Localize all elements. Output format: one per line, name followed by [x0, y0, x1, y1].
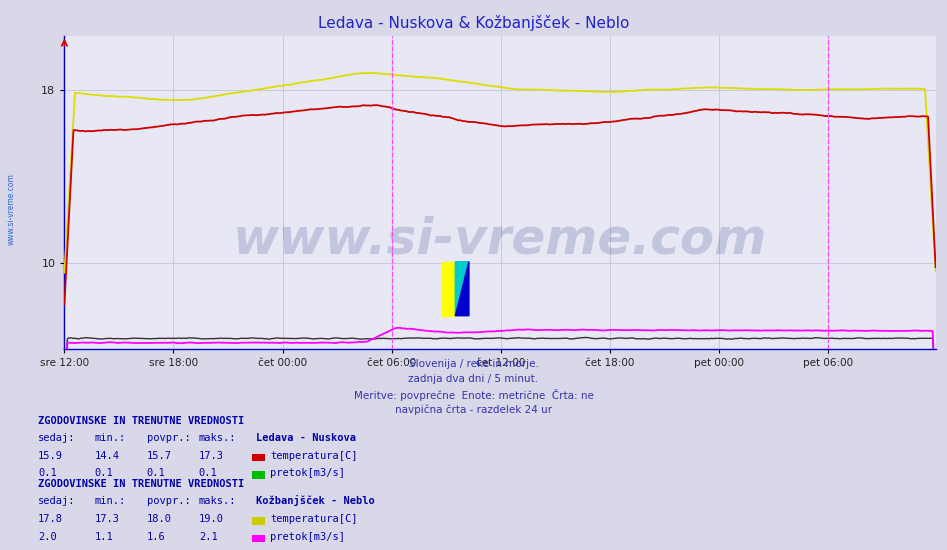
Text: 0.1: 0.1 — [38, 468, 57, 478]
Text: Kožbanjšček - Neblo: Kožbanjšček - Neblo — [256, 496, 374, 507]
Text: 15.9: 15.9 — [38, 450, 63, 461]
Text: 0.1: 0.1 — [199, 468, 218, 478]
Text: ZGODOVINSKE IN TRENUTNE VREDNOSTI: ZGODOVINSKE IN TRENUTNE VREDNOSTI — [38, 415, 244, 426]
Text: maks.:: maks.: — [199, 496, 237, 507]
FancyBboxPatch shape — [441, 262, 456, 316]
Text: 2.0: 2.0 — [38, 531, 57, 542]
Text: temperatura[C]: temperatura[C] — [270, 450, 357, 461]
Text: 17.8: 17.8 — [38, 514, 63, 524]
Text: pretok[m3/s]: pretok[m3/s] — [270, 531, 345, 542]
Text: povpr.:: povpr.: — [147, 496, 190, 507]
Text: 19.0: 19.0 — [199, 514, 223, 524]
Text: www.si-vreme.com: www.si-vreme.com — [233, 216, 767, 263]
Text: maks.:: maks.: — [199, 433, 237, 443]
Text: sedaj:: sedaj: — [38, 496, 76, 507]
Text: 1.1: 1.1 — [95, 531, 114, 542]
Text: 15.7: 15.7 — [147, 450, 171, 461]
Text: 1.6: 1.6 — [147, 531, 166, 542]
Text: min.:: min.: — [95, 433, 126, 443]
Polygon shape — [456, 262, 469, 316]
Text: ZGODOVINSKE IN TRENUTNE VREDNOSTI: ZGODOVINSKE IN TRENUTNE VREDNOSTI — [38, 478, 244, 489]
Text: 17.3: 17.3 — [95, 514, 119, 524]
Text: povpr.:: povpr.: — [147, 433, 190, 443]
Text: 0.1: 0.1 — [147, 468, 166, 478]
Text: 0.1: 0.1 — [95, 468, 114, 478]
Text: Ledava - Nuskova & Kožbanjšček - Neblo: Ledava - Nuskova & Kožbanjšček - Neblo — [318, 15, 629, 31]
Text: Slovenija / reke in morje.: Slovenija / reke in morje. — [408, 359, 539, 369]
Text: www.si-vreme.com: www.si-vreme.com — [7, 173, 16, 245]
Text: 18.0: 18.0 — [147, 514, 171, 524]
Text: 2.1: 2.1 — [199, 531, 218, 542]
Text: 14.4: 14.4 — [95, 450, 119, 461]
Text: min.:: min.: — [95, 496, 126, 507]
Text: pretok[m3/s]: pretok[m3/s] — [270, 468, 345, 478]
Text: Ledava - Nuskova: Ledava - Nuskova — [256, 433, 356, 443]
Text: temperatura[C]: temperatura[C] — [270, 514, 357, 524]
Polygon shape — [456, 262, 469, 316]
Text: 17.3: 17.3 — [199, 450, 223, 461]
Text: navpična črta - razdelek 24 ur: navpična črta - razdelek 24 ur — [395, 405, 552, 415]
Text: zadnja dva dni / 5 minut.: zadnja dva dni / 5 minut. — [408, 374, 539, 384]
Text: Meritve: povprečne  Enote: metrične  Črta: ne: Meritve: povprečne Enote: metrične Črta:… — [353, 389, 594, 402]
Text: sedaj:: sedaj: — [38, 433, 76, 443]
